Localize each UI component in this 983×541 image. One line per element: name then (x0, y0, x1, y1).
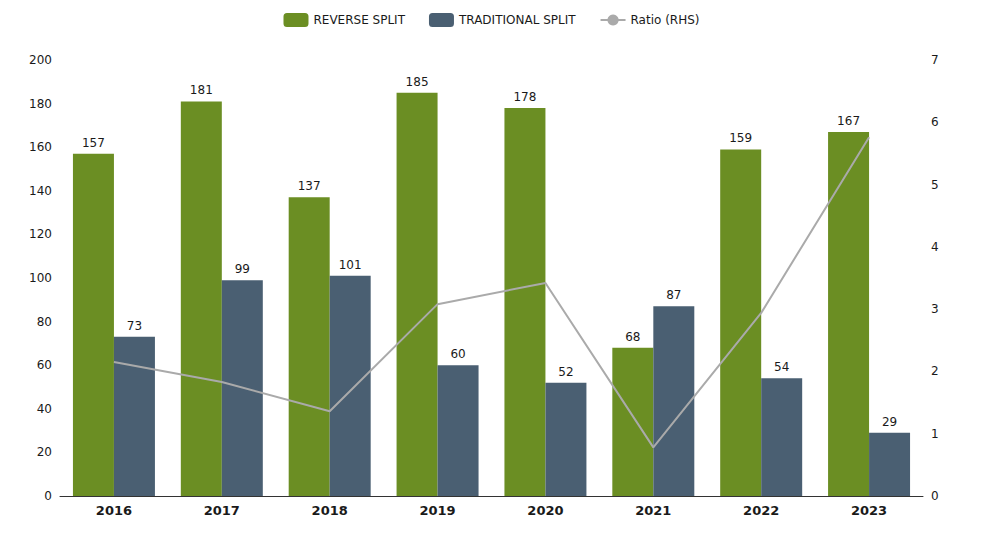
svg-text:140: 140 (29, 184, 52, 198)
svg-text:167: 167 (837, 114, 860, 128)
svg-text:6: 6 (931, 115, 939, 129)
svg-text:2020: 2020 (527, 503, 563, 518)
svg-text:2022: 2022 (743, 503, 779, 518)
svg-text:2018: 2018 (312, 503, 348, 518)
svg-text:0: 0 (44, 489, 52, 503)
svg-text:4: 4 (931, 240, 939, 254)
svg-text:160: 160 (29, 140, 52, 154)
svg-text:20: 20 (37, 445, 52, 459)
svg-text:68: 68 (625, 330, 640, 344)
svg-text:87: 87 (666, 288, 681, 302)
svg-text:157: 157 (82, 136, 105, 150)
svg-text:REVERSE SPLIT: REVERSE SPLIT (313, 13, 405, 27)
svg-text:120: 120 (29, 227, 52, 241)
svg-text:60: 60 (37, 358, 52, 372)
svg-text:200: 200 (29, 53, 52, 67)
svg-text:5: 5 (931, 178, 939, 192)
svg-text:54: 54 (774, 360, 789, 374)
svg-text:60: 60 (450, 347, 465, 361)
svg-text:TRADITIONAL SPLIT: TRADITIONAL SPLIT (458, 13, 576, 27)
svg-text:101: 101 (339, 258, 362, 272)
svg-text:2023: 2023 (851, 503, 887, 518)
svg-text:80: 80 (37, 315, 52, 329)
svg-text:29: 29 (882, 415, 897, 429)
svg-text:1: 1 (931, 427, 939, 441)
svg-text:2016: 2016 (96, 503, 132, 518)
svg-text:52: 52 (558, 365, 573, 379)
svg-text:180: 180 (29, 97, 52, 111)
svg-text:73: 73 (127, 319, 142, 333)
svg-text:7: 7 (931, 53, 939, 67)
svg-text:3: 3 (931, 302, 939, 316)
svg-text:99: 99 (235, 262, 250, 276)
svg-text:185: 185 (406, 75, 429, 89)
svg-text:181: 181 (190, 83, 213, 97)
svg-text:2019: 2019 (419, 503, 455, 518)
svg-text:159: 159 (729, 131, 752, 145)
svg-text:2021: 2021 (635, 503, 671, 518)
svg-text:178: 178 (513, 90, 536, 104)
svg-text:40: 40 (37, 402, 52, 416)
svg-text:137: 137 (298, 179, 321, 193)
svg-text:2: 2 (931, 364, 939, 378)
svg-text:0: 0 (931, 489, 939, 503)
svg-text:2017: 2017 (204, 503, 240, 518)
svg-text:100: 100 (29, 271, 52, 285)
svg-text:Ratio (RHS): Ratio (RHS) (631, 13, 700, 27)
